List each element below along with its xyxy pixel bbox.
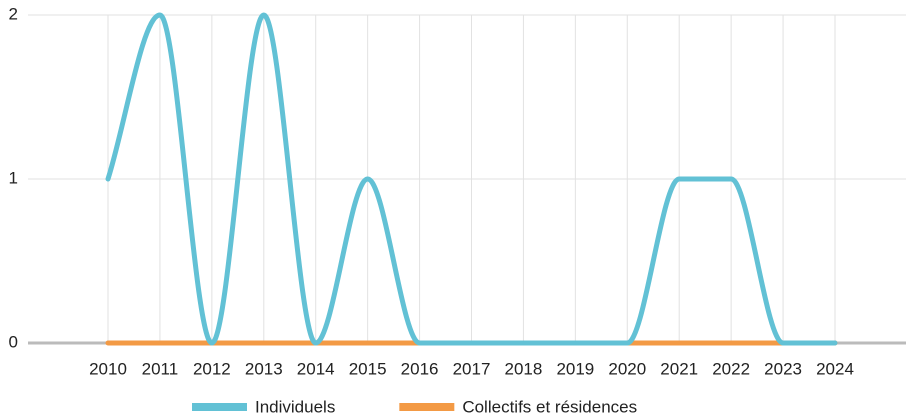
x-tick-label: 2012 bbox=[193, 359, 231, 378]
x-tick-label: 2024 bbox=[816, 359, 854, 378]
y-tick-label: 0 bbox=[9, 332, 18, 351]
legend-swatch bbox=[399, 403, 455, 411]
x-tick-label: 2013 bbox=[245, 359, 283, 378]
x-tick-label: 2017 bbox=[453, 359, 491, 378]
x-tick-label: 2018 bbox=[505, 359, 543, 378]
x-tick-label: 2019 bbox=[556, 359, 594, 378]
x-tick-label: 2021 bbox=[660, 359, 698, 378]
x-tick-label: 2023 bbox=[764, 359, 802, 378]
x-tick-label: 2022 bbox=[712, 359, 750, 378]
legend-swatch bbox=[192, 403, 247, 411]
x-tick-label: 2011 bbox=[142, 359, 179, 378]
y-tick-label: 1 bbox=[9, 168, 18, 187]
y-tick-label: 2 bbox=[9, 4, 18, 23]
x-tick-label: 2010 bbox=[89, 359, 127, 378]
x-tick-label: 2015 bbox=[349, 359, 387, 378]
x-tick-label: 2014 bbox=[297, 359, 335, 378]
legend-label: Collectifs et résidences bbox=[462, 397, 637, 416]
series-line bbox=[105, 12, 838, 346]
legend-label: Individuels bbox=[255, 397, 335, 416]
x-tick-label: 2016 bbox=[401, 359, 439, 378]
x-tick-label: 2020 bbox=[608, 359, 646, 378]
